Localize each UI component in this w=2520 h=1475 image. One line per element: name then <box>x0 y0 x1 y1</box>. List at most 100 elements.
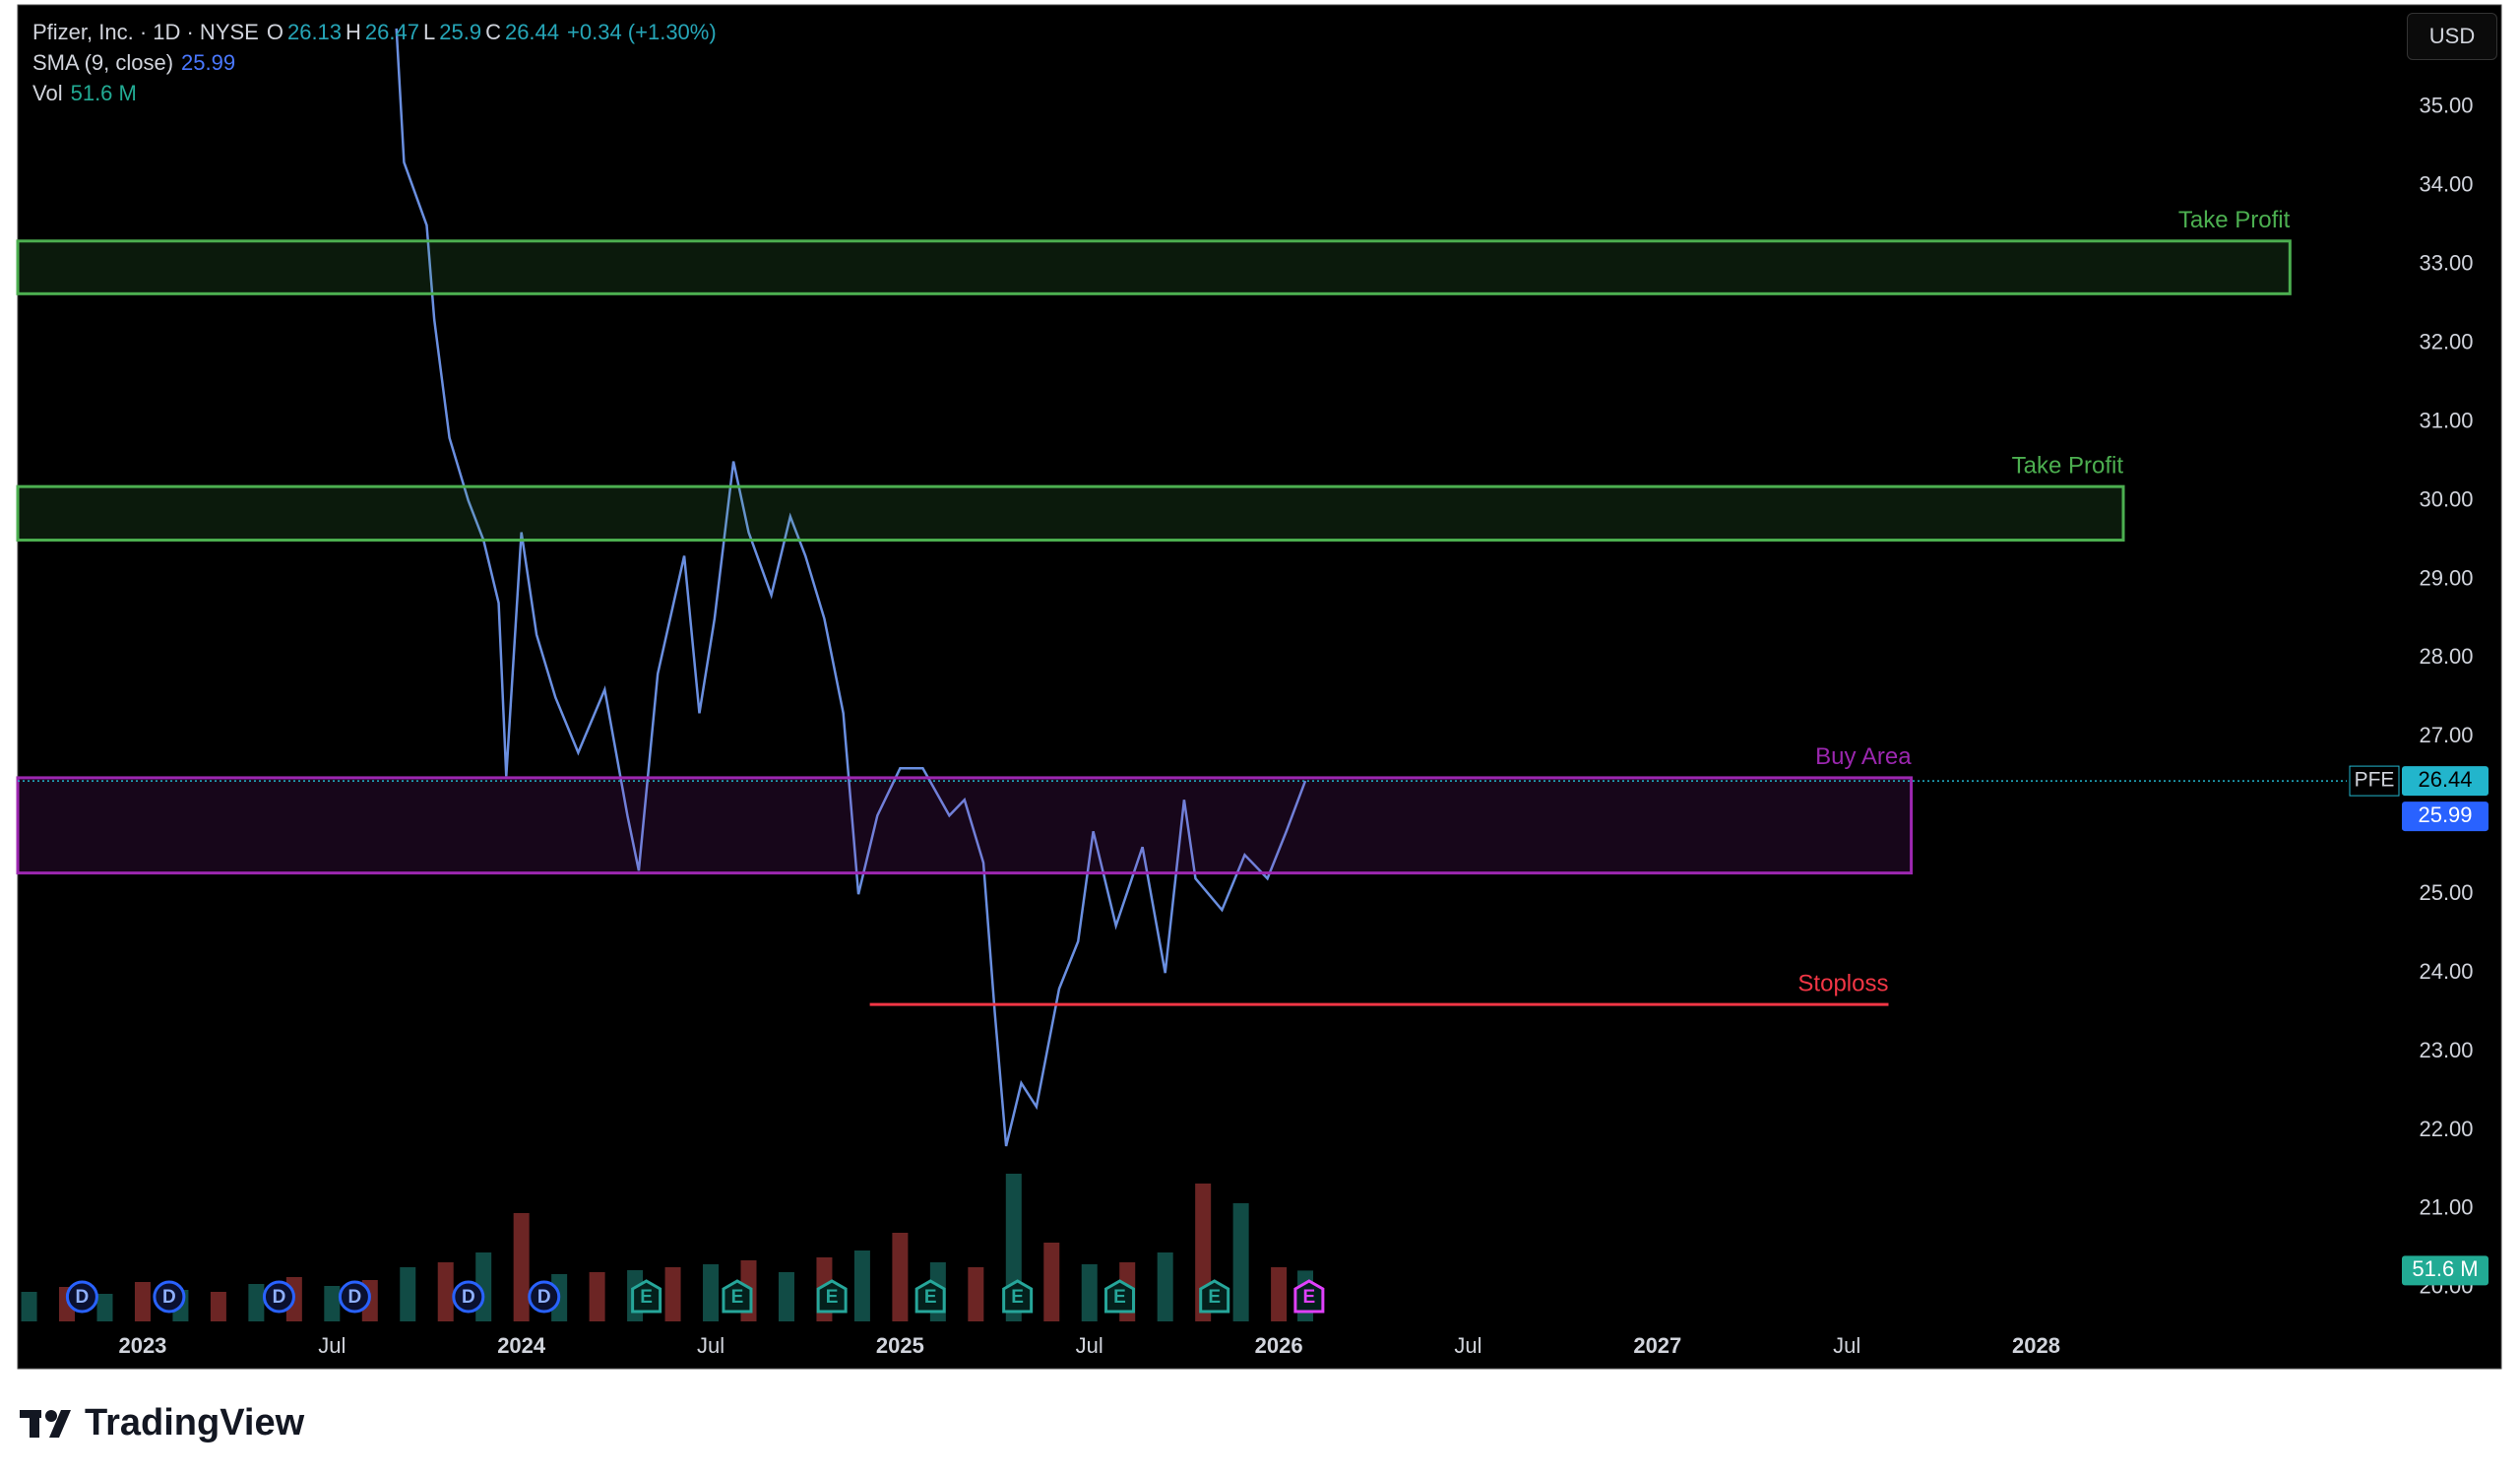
volume-bar <box>968 1267 984 1321</box>
ohlc-value: 26.44 <box>504 20 560 44</box>
sma-line: SMA (9, close) 25.99 <box>32 50 235 76</box>
zone <box>16 239 2292 295</box>
chart-frame <box>17 4 2502 1370</box>
symbol-title: Pfizer, Inc. · 1D · NYSE <box>32 20 259 44</box>
brand: TradingView <box>85 1402 305 1443</box>
y-tick-label: 25.00 <box>2419 880 2473 905</box>
y-tick-label: 30.00 <box>2419 486 2473 511</box>
x-tick-label: 2023 <box>118 1333 166 1358</box>
event-label: D <box>273 1287 286 1308</box>
y-tick-label: 29.00 <box>2419 565 2473 590</box>
event-label: D <box>537 1287 551 1308</box>
volume-tag: 51.6 M <box>2412 1256 2478 1281</box>
logo-icon <box>20 1410 71 1438</box>
volume-bar <box>248 1284 265 1321</box>
volume-tag-box <box>2402 1255 2488 1286</box>
zone <box>16 484 2125 543</box>
event-label: D <box>162 1287 176 1308</box>
x-tick-label: 2025 <box>876 1333 924 1358</box>
event-label: E <box>924 1287 937 1308</box>
x-tick-label: Jul <box>1454 1333 1481 1358</box>
y-tick-label: 32.00 <box>2419 330 2473 354</box>
event-label: E <box>1208 1287 1221 1308</box>
event-marker <box>631 1279 662 1314</box>
event-marker <box>816 1279 848 1314</box>
volume-bar <box>210 1292 226 1321</box>
ohlc-value: 25.9 <box>439 20 482 44</box>
volume-bar <box>324 1286 341 1321</box>
event-label: D <box>348 1287 362 1308</box>
y-tick-label: 33.00 <box>2419 251 2473 276</box>
volume-bar <box>400 1267 416 1321</box>
event-marker <box>528 1280 561 1314</box>
y-tick-label: 31.00 <box>2419 408 2473 432</box>
event-marker <box>153 1280 186 1314</box>
sma-value: 25.99 <box>181 50 236 75</box>
volume-bar <box>1232 1203 1249 1321</box>
x-tick-label: 2028 <box>2012 1333 2060 1358</box>
x-tick-label: Jul <box>1833 1333 1860 1358</box>
ohlc-key: L <box>422 20 436 44</box>
event-marker <box>722 1279 753 1314</box>
annotation-label: Take Profit <box>2178 207 2291 233</box>
volume-bar <box>1043 1243 1060 1321</box>
volume-bar <box>589 1272 605 1321</box>
currency-button[interactable]: USD <box>2407 13 2497 60</box>
event-label: D <box>76 1287 90 1308</box>
vol-line: Vol 51.6 M <box>32 81 137 106</box>
y-tick-label: 34.00 <box>2419 172 2473 197</box>
y-tick-label: 35.00 <box>2419 94 2473 118</box>
sma-label: SMA (9, close) <box>32 50 174 75</box>
ohlc-key: O <box>266 20 284 44</box>
annotation-label: Take Profit <box>2012 453 2124 480</box>
x-tick-label: 2027 <box>1633 1333 1681 1358</box>
price-tag-box <box>2402 766 2488 797</box>
y-tick-label: 23.00 <box>2419 1038 2473 1062</box>
x-tick-label: 2024 <box>497 1333 546 1358</box>
sma-tag: 25.99 <box>2418 802 2472 827</box>
annotation-label: Buy Area <box>1815 743 1912 770</box>
volume-bar <box>21 1292 37 1321</box>
volume-bar <box>96 1294 113 1321</box>
event-marker <box>914 1279 946 1314</box>
change: +0.34 (+1.30%) <box>567 20 717 44</box>
x-tick-label: Jul <box>318 1333 346 1358</box>
event-label: D <box>462 1287 475 1308</box>
volume-bar <box>703 1264 720 1321</box>
volume-bar <box>1271 1267 1288 1321</box>
ohlc-key: H <box>346 20 361 44</box>
event-label: E <box>1303 1287 1316 1308</box>
event-marker <box>1104 1279 1136 1314</box>
ohlc-value: 26.47 <box>364 20 419 44</box>
volume-bar <box>892 1233 909 1321</box>
event-label: E <box>1113 1287 1126 1308</box>
ohlc-key: C <box>485 20 501 44</box>
volume-bar <box>664 1267 681 1321</box>
vol-label: Vol <box>32 81 63 105</box>
event-label: E <box>826 1287 839 1308</box>
volume-bar <box>1081 1264 1098 1321</box>
event-marker <box>1002 1279 1034 1314</box>
y-tick-label: 27.00 <box>2419 723 2473 747</box>
event-marker <box>262 1280 295 1314</box>
event-marker <box>1199 1279 1230 1314</box>
symbol-tag: PFE <box>2355 769 2395 792</box>
vol-value: 51.6 M <box>70 81 137 105</box>
sma-tag-box <box>2402 802 2488 832</box>
y-tick-label: 28.00 <box>2419 644 2473 669</box>
ohlc-value: 26.13 <box>286 20 343 44</box>
x-tick-label: Jul <box>697 1333 724 1358</box>
event-marker <box>65 1280 98 1314</box>
event-marker <box>338 1280 371 1314</box>
price-tag: 26.44 <box>2418 767 2472 792</box>
annotation-label: Stoploss <box>1797 970 1888 996</box>
event-label: E <box>1011 1287 1024 1308</box>
y-tick-label: 22.00 <box>2419 1117 2473 1141</box>
symbol-tag-box <box>2349 765 2400 797</box>
zone <box>16 776 1914 875</box>
volume-bar <box>1157 1252 1173 1321</box>
volume-bar <box>513 1213 530 1321</box>
volume-bar <box>778 1272 794 1321</box>
